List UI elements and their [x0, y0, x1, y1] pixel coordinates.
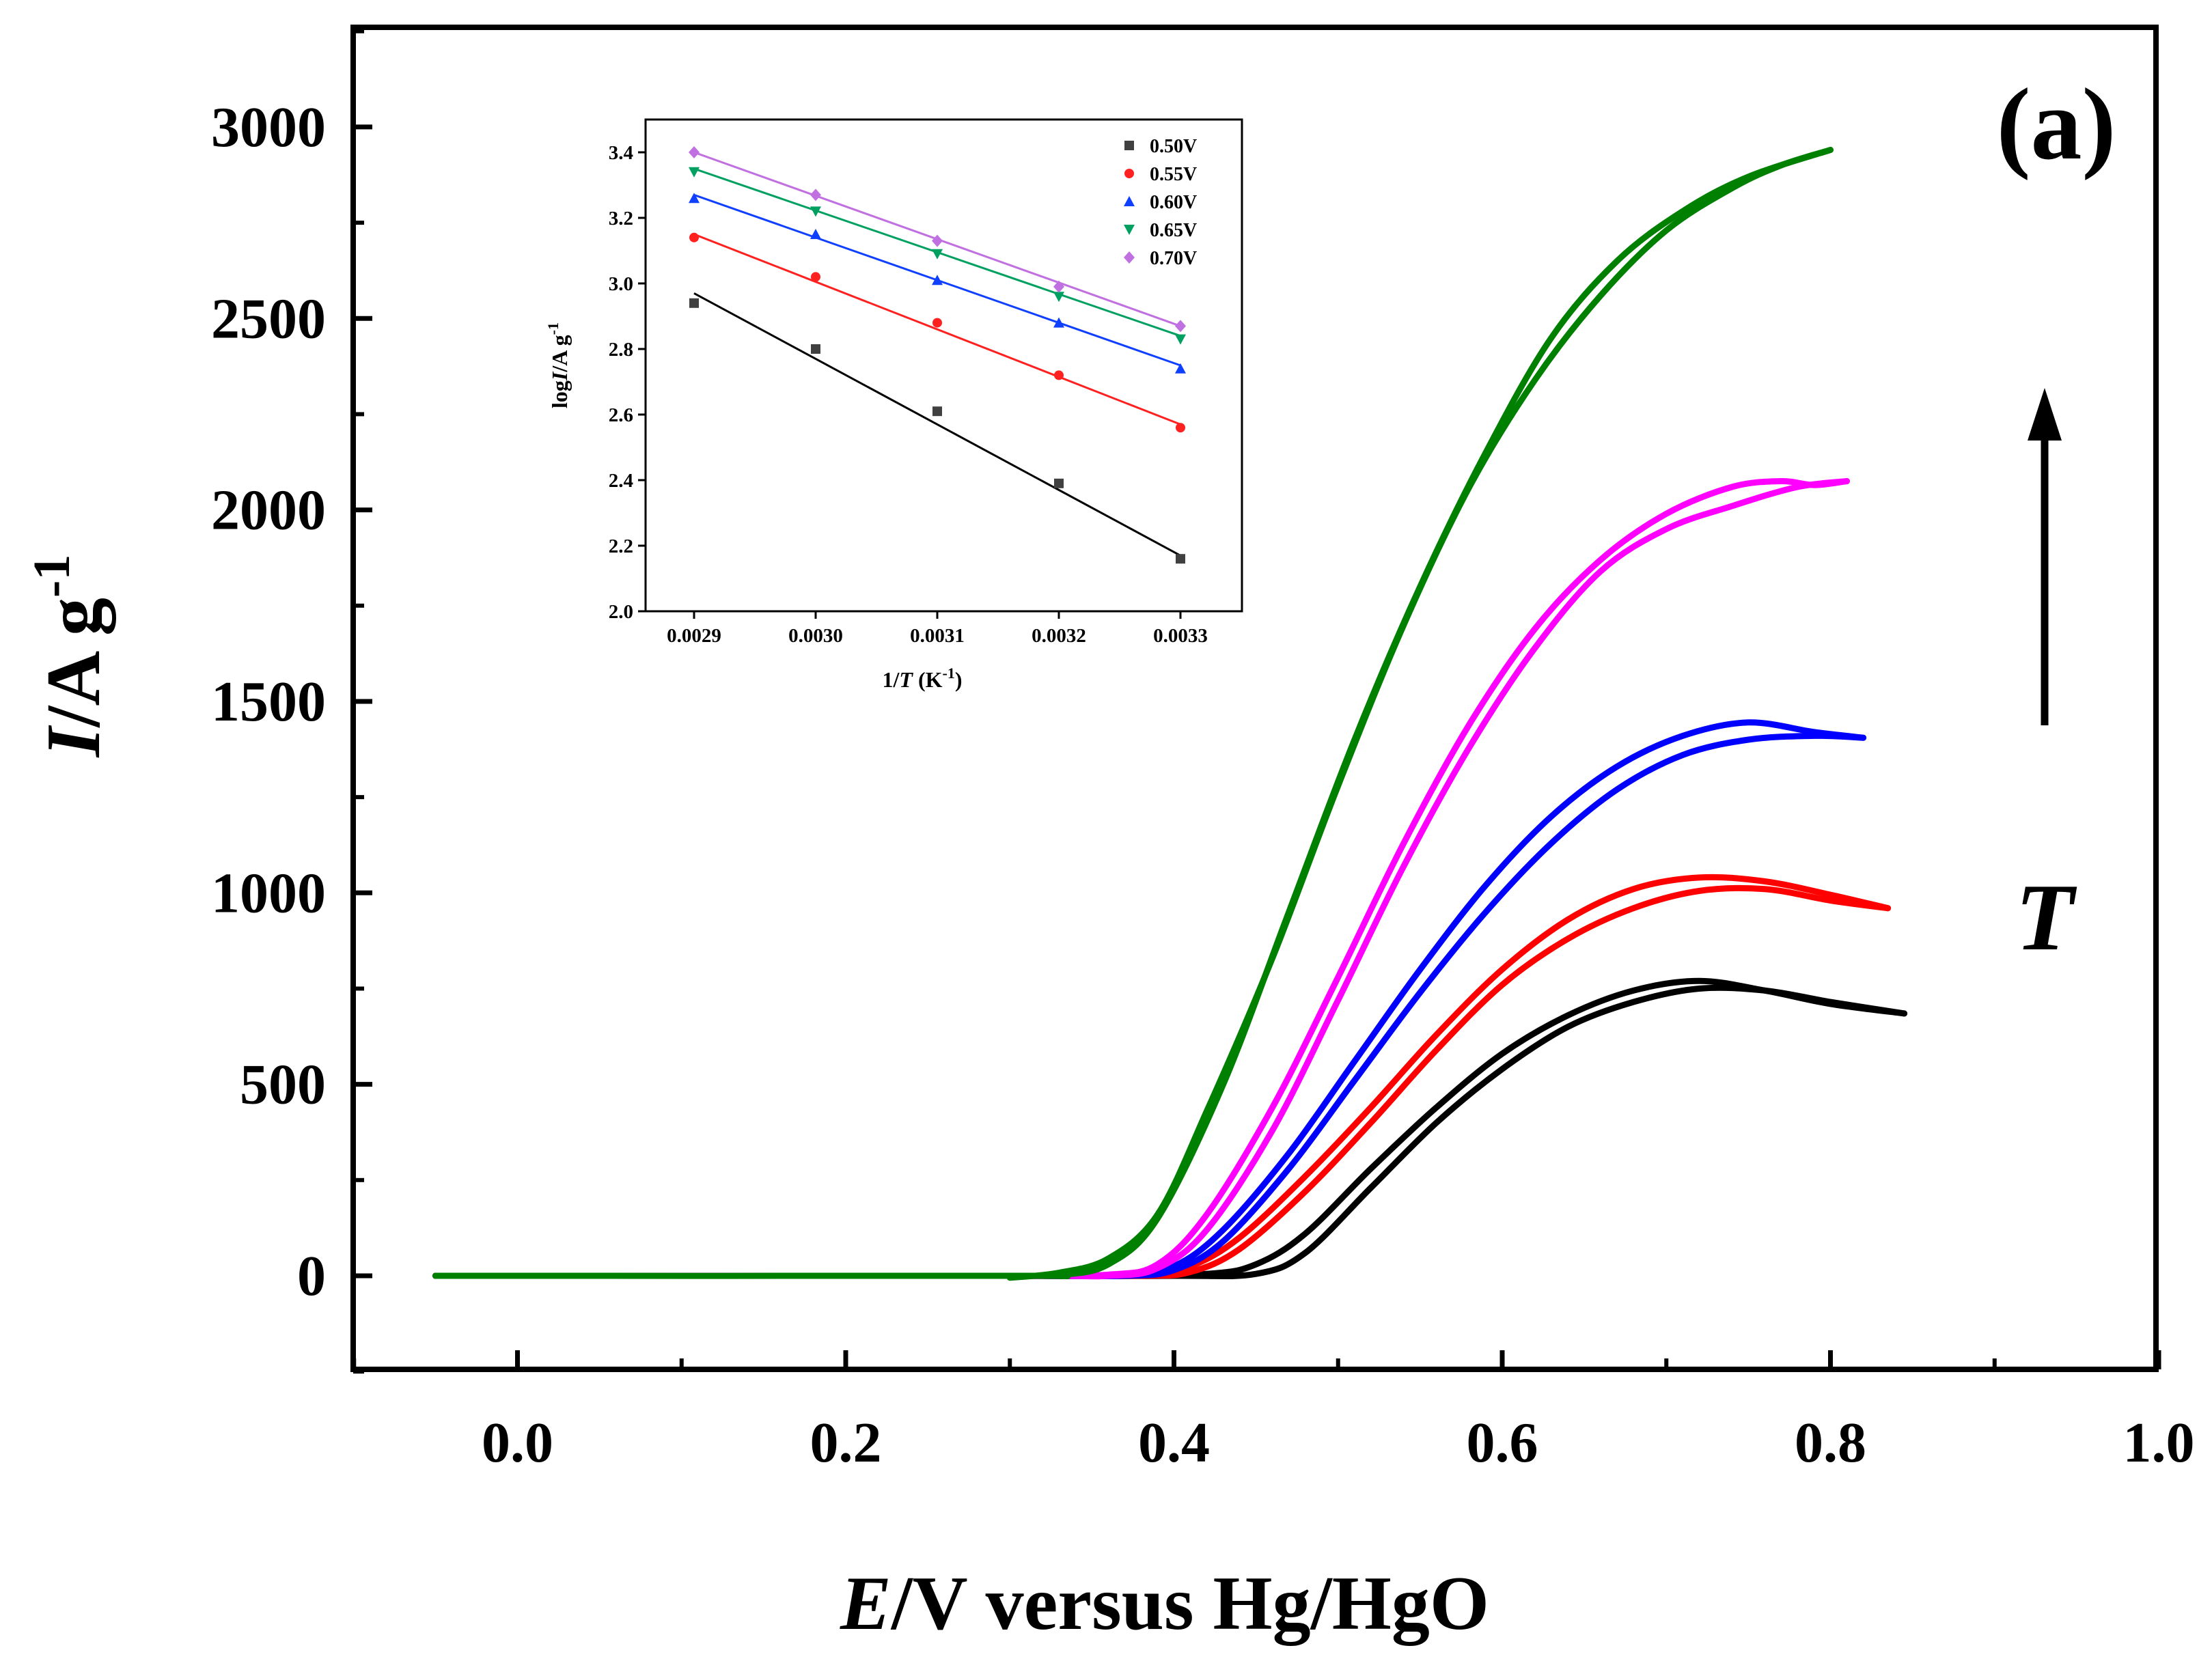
- data-point-triangle-down: [810, 206, 821, 217]
- inset-y-tick-label: 2.8: [609, 339, 633, 361]
- data-point-circle: [811, 272, 820, 282]
- legend-label: 0.60V: [1150, 192, 1197, 213]
- main-x-tick-label: 0.8: [1795, 1411, 1866, 1475]
- data-point-circle: [689, 232, 699, 242]
- data-point-triangle-up: [1053, 317, 1064, 328]
- panel-label: (a): [1997, 68, 2116, 181]
- legend-label: 0.50V: [1150, 136, 1197, 157]
- data-point-triangle-down: [1053, 292, 1064, 303]
- cv-forward-scan: [432, 884, 1892, 1279]
- data-point-diamond: [1053, 280, 1064, 293]
- cv-forward-scan: [432, 984, 1908, 1280]
- main-y-tick-label: 3000: [211, 96, 326, 159]
- main-x-tick-label: 0.0: [482, 1411, 553, 1475]
- inset-y-tick-label: 3.0: [609, 273, 633, 295]
- legend-label: 0.65V: [1150, 220, 1197, 241]
- inset-y-axis: 2.0 2.2 2.4 2.6 2.8 3.0 3.2 3.4: [609, 142, 646, 623]
- main-y-tick-label: 2000: [211, 479, 326, 542]
- data-point-diamond: [810, 189, 821, 201]
- cv-backward-scan: [1006, 719, 1867, 1279]
- main-x-tick-label: 1.0: [2123, 1411, 2195, 1475]
- data-point-triangle-down: [932, 249, 943, 260]
- inset-series-0.60V: [689, 193, 1186, 374]
- main-x-tick-label: 0.6: [1467, 1411, 1538, 1475]
- data-point-square: [1176, 554, 1185, 564]
- cv-series-5: [432, 147, 1834, 1281]
- inset-background: [600, 120, 1242, 611]
- main-x-axis: 0.0 0.2 0.4 0.6 0.8 1.0: [352, 1350, 2195, 1475]
- inset-x-tick-label: 0.0030: [788, 625, 843, 647]
- cv-backward-scan: [1006, 874, 1892, 1279]
- data-point-square: [932, 406, 942, 417]
- main-y-tick-label: 1000: [211, 861, 326, 925]
- data-point-triangle-up: [689, 193, 700, 204]
- data-point-square: [811, 344, 820, 354]
- inset-plot-frame: [644, 118, 1243, 613]
- data-point-triangle-down: [1124, 225, 1135, 235]
- arrow-head: [2028, 388, 2062, 441]
- cv-forward-scan: [432, 732, 1867, 1280]
- inset-x-axis-title: 1/T (K-1): [883, 665, 963, 692]
- data-point-square: [1054, 478, 1064, 488]
- main-x-axis-title: E/V versus Hg/HgO: [840, 1561, 1489, 1646]
- legend-label: 0.70V: [1150, 248, 1197, 269]
- inset-y-tick-label: 2.2: [609, 535, 633, 557]
- main-plot-frame: [350, 25, 2159, 1372]
- data-point-square: [1124, 141, 1134, 150]
- main-y-tick-label: 500: [240, 1053, 326, 1117]
- inset-x-tick-label: 0.0033: [1153, 625, 1208, 647]
- data-point-triangle-up: [1175, 363, 1186, 374]
- linear-fit-line: [693, 292, 1181, 557]
- data-point-triangle-down: [689, 167, 700, 178]
- inset-series-0.70V: [689, 146, 1186, 333]
- main-series-group: [432, 147, 1908, 1281]
- inset-series-0.50V: [689, 292, 1185, 564]
- main-x-tick-label: 0.2: [810, 1411, 882, 1475]
- inset-series-0.65V: [689, 167, 1186, 345]
- main-y-tick-label: 2500: [211, 287, 326, 350]
- inset-y-axis-title: logI/A g-1: [544, 322, 572, 408]
- inset-y-tick-label: 2.6: [609, 404, 633, 426]
- inset-legend: 0.50V 0.55V 0.60V 0.65V 0.70V: [1124, 136, 1197, 269]
- data-point-circle: [932, 318, 942, 328]
- inset-x-tick-label: 0.0031: [910, 625, 965, 647]
- cv-backward-scan: [1006, 977, 1908, 1279]
- temperature-label: T: [2015, 865, 2077, 971]
- data-point-triangle-up: [810, 229, 821, 239]
- inset-y-tick-label: 2.4: [609, 470, 633, 492]
- data-point-circle: [1124, 169, 1134, 178]
- main-y-tick-label: 1500: [211, 670, 326, 734]
- data-point-triangle-up: [932, 275, 943, 285]
- temperature-arrow: [2028, 388, 2062, 725]
- data-point-circle: [1054, 370, 1064, 380]
- inset-y-tick-label: 3.4: [609, 142, 633, 164]
- inset-x-tick-label: 0.0029: [667, 625, 721, 647]
- main-y-tick-label: 0: [297, 1244, 326, 1308]
- cv-series-1: [432, 977, 1908, 1280]
- linear-fit-line: [693, 233, 1181, 425]
- inset-x-axis: 0.0029 0.0030 0.0031 0.0032 0.0033: [667, 611, 1208, 647]
- data-point-diamond: [932, 234, 943, 247]
- data-point-triangle-down: [1175, 334, 1186, 345]
- data-point-square: [689, 298, 699, 308]
- cv-backward-scan: [1006, 147, 1834, 1281]
- inset-series-group: [689, 146, 1186, 564]
- cv-backward-scan: [1006, 477, 1850, 1279]
- inset-y-tick-label: 3.2: [609, 208, 633, 229]
- data-point-triangle-up: [1124, 196, 1135, 206]
- inset-y-tick-label: 2.0: [609, 601, 633, 623]
- inset-series-0.55V: [689, 232, 1185, 433]
- data-point-diamond: [1175, 320, 1186, 333]
- main-x-tick-label: 0.4: [1138, 1411, 1210, 1475]
- legend-label: 0.55V: [1150, 164, 1197, 185]
- data-point-circle: [1176, 423, 1185, 433]
- data-point-diamond: [1124, 251, 1135, 264]
- inset-x-tick-label: 0.0032: [1032, 625, 1086, 647]
- data-point-diamond: [689, 146, 700, 158]
- main-y-axis-title: I/A g-1: [23, 555, 116, 759]
- main-y-axis: 0 500 1000 1500 2000 2500 3000: [211, 29, 372, 1374]
